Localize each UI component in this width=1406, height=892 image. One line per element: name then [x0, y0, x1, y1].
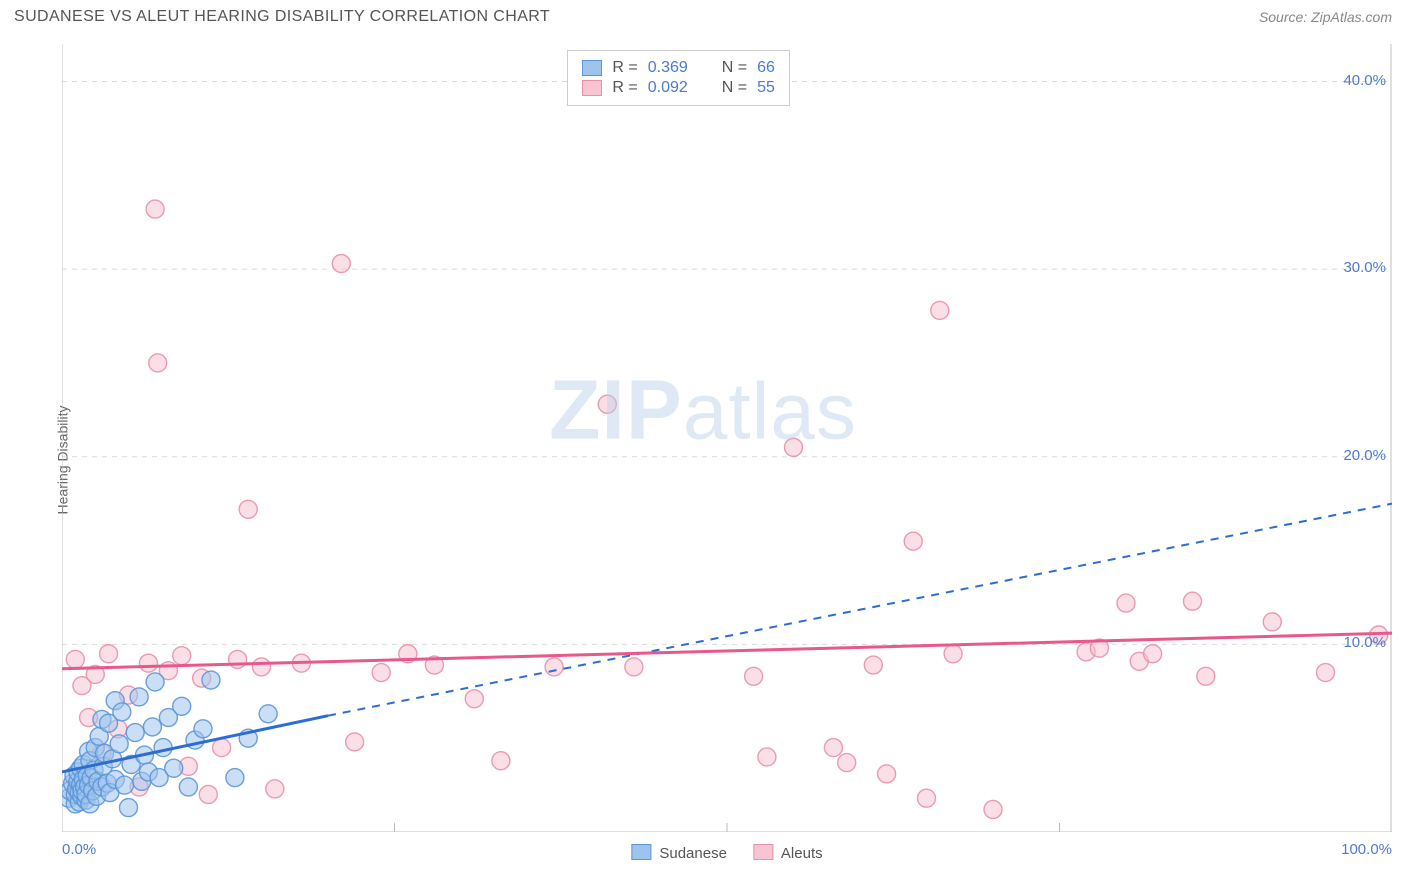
legend-swatch [582, 80, 602, 96]
scatter-point [120, 799, 138, 817]
legend-label: Aleuts [781, 845, 823, 862]
scatter-point [824, 739, 842, 757]
scatter-point [139, 654, 157, 672]
r-value: 0.092 [648, 79, 688, 97]
legend-swatch [582, 60, 602, 76]
scatter-point [113, 703, 131, 721]
scatter-point [130, 688, 148, 706]
scatter-point [1144, 645, 1162, 663]
scatter-point [165, 759, 183, 777]
scatter-point [931, 301, 949, 319]
y-tick-label: 40.0% [1343, 72, 1386, 89]
scatter-point [126, 724, 144, 742]
scatter-point [545, 658, 563, 676]
scatter-point [1117, 594, 1135, 612]
scatter-point [173, 647, 191, 665]
source-label: Source: ZipAtlas.com [1259, 9, 1392, 25]
scatter-point [904, 532, 922, 550]
legend-swatch [753, 844, 773, 860]
scatter-point [149, 354, 167, 372]
n-value: 66 [757, 59, 775, 77]
y-tick-label: 30.0% [1343, 259, 1386, 276]
scatter-point [1184, 592, 1202, 610]
scatter-point [179, 778, 197, 796]
legend-top-row: R = 0.369 N = 66 [582, 59, 775, 77]
x-tick-label: 0.0% [62, 841, 96, 858]
scatter-point [492, 752, 510, 770]
correlation-legend: R = 0.369 N = 66 R = 0.092 N = 55 [567, 50, 790, 106]
n-label: N = [722, 59, 747, 77]
scatter-point [465, 690, 483, 708]
scatter-point [173, 697, 191, 715]
scatter-point [226, 769, 244, 787]
scatter-point [372, 664, 390, 682]
scatter-point [199, 785, 217, 803]
y-tick-label: 10.0% [1343, 634, 1386, 651]
x-tick-label: 100.0% [1341, 841, 1392, 858]
legend-top-row: R = 0.092 N = 55 [582, 79, 775, 97]
scatter-point [944, 645, 962, 663]
legend-label: Sudanese [659, 845, 727, 862]
scatter-point [266, 780, 284, 798]
scatter-point [598, 395, 616, 413]
scatter-point [66, 650, 84, 668]
scatter-point [146, 200, 164, 218]
scatter-point [838, 754, 856, 772]
scatter-point [194, 720, 212, 738]
scatter-point [239, 500, 257, 518]
n-label: N = [722, 79, 747, 97]
x-axis: Sudanese Aleuts 0.0% 100.0% [62, 832, 1392, 876]
scatter-point [1197, 667, 1215, 685]
series-legend: Sudanese Aleuts [631, 844, 822, 862]
scatter-point [213, 739, 231, 757]
scatter-point [745, 667, 763, 685]
scatter-point [878, 765, 896, 783]
scatter-point [154, 739, 172, 757]
scatter-point [758, 748, 776, 766]
scatter-point [984, 800, 1002, 818]
scatter-point [259, 705, 277, 723]
n-value: 55 [757, 79, 775, 97]
scatter-point [332, 255, 350, 273]
scatter-point [625, 658, 643, 676]
legend-swatch [631, 844, 651, 860]
scatter-point [116, 776, 134, 794]
scatter-point [918, 789, 936, 807]
trend-line-extension [328, 504, 1392, 716]
trend-line [62, 633, 1392, 669]
scatter-point [1263, 613, 1281, 631]
chart-area: Hearing Disability ZIPatlas R =0.369N =6… [14, 44, 1392, 876]
legend-item: Sudanese [631, 844, 727, 862]
scatter-point [202, 671, 220, 689]
scatter-plot [62, 44, 1392, 832]
chart-title: SUDANESE VS ALEUT HEARING DISABILITY COR… [14, 8, 550, 26]
r-label: R = [612, 59, 637, 77]
scatter-point [146, 673, 164, 691]
y-tick-label: 20.0% [1343, 447, 1386, 464]
r-value: 0.369 [648, 59, 688, 77]
scatter-point [864, 656, 882, 674]
scatter-point [110, 735, 128, 753]
scatter-point [143, 718, 161, 736]
scatter-point [100, 645, 118, 663]
scatter-point [785, 438, 803, 456]
legend-item: Aleuts [753, 844, 823, 862]
scatter-point [346, 733, 364, 751]
scatter-point [253, 658, 271, 676]
r-label: R = [612, 79, 637, 97]
scatter-point [1317, 664, 1335, 682]
